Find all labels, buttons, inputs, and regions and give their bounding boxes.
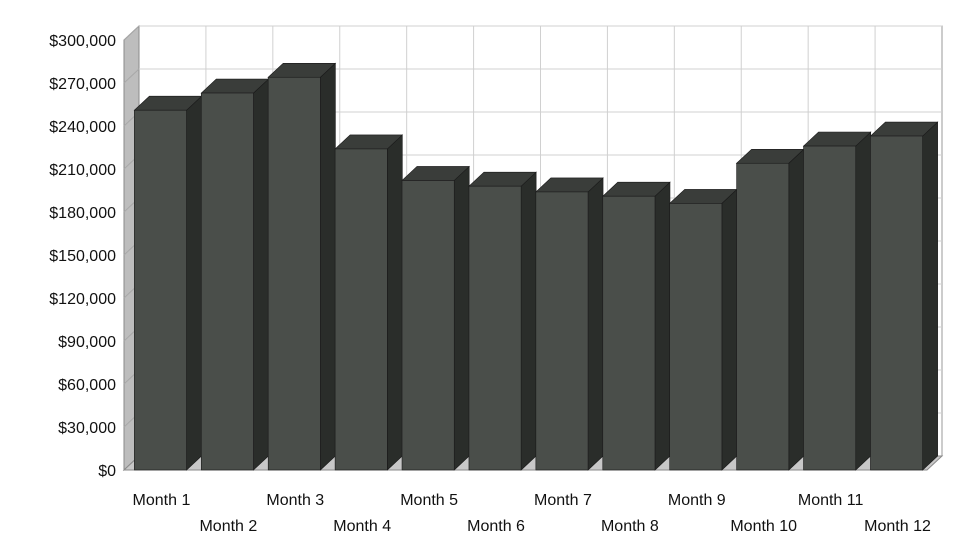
bar-side: [186, 95, 202, 471]
bar: [802, 131, 872, 471]
side-gridline: [123, 25, 140, 41]
x-tick-label: Month 9: [668, 492, 726, 509]
bar: [133, 95, 203, 471]
y-axis: $0 $30,000 $60,000 $90,000 $120,000 $150,000 $…: [49, 33, 116, 480]
y-tick-label: $300,000: [49, 33, 116, 50]
y-tick-label: $120,000: [49, 291, 116, 308]
bar-front: [669, 203, 723, 471]
y-tick-label: $150,000: [49, 248, 116, 265]
x-tick-label: Month 11: [798, 492, 864, 509]
x-tick-label: Month 4: [333, 518, 391, 535]
x-tick-label: Month 5: [400, 492, 458, 509]
x-axis: Month 1 Month 2 Month 3 Month 4 Month 5 Month…: [133, 492, 931, 535]
y-tick-label: $60,000: [58, 377, 116, 394]
bar-front: [736, 162, 790, 471]
bars: [133, 62, 939, 471]
bar: [468, 171, 537, 471]
bar-front: [468, 185, 522, 471]
bar-front: [602, 195, 656, 471]
bar-side: [587, 177, 604, 471]
y-tick-label: $240,000: [49, 119, 116, 136]
bar-front: [200, 92, 254, 471]
x-tick-label: Month 3: [266, 492, 324, 509]
bar-side: [320, 62, 336, 471]
bar: [602, 181, 671, 471]
bar: [535, 177, 604, 471]
bar-side: [654, 181, 671, 471]
side-gridline: [123, 68, 140, 84]
bar-side: [520, 171, 537, 471]
x-tick-label: Month 7: [534, 492, 592, 509]
bar: [334, 134, 404, 471]
x-tick-label: Month 1: [133, 492, 191, 509]
x-tick-label: Month 8: [601, 518, 659, 535]
bar-side: [855, 131, 872, 471]
bar-front: [334, 148, 388, 471]
bar: [267, 62, 337, 471]
bar: [401, 165, 470, 471]
bar-front: [401, 180, 455, 471]
bar-side: [788, 148, 805, 471]
bar-front: [535, 191, 589, 471]
bar-side: [721, 188, 738, 471]
y-tick-label: $90,000: [58, 334, 116, 351]
bar-front: [267, 76, 321, 471]
x-tick-label: Month 2: [199, 518, 257, 535]
y-tick-label: $270,000: [49, 76, 116, 93]
bar-front: [870, 135, 923, 471]
bar-side: [922, 121, 938, 471]
bar-side: [253, 78, 269, 471]
bar: [869, 121, 939, 471]
y-tick-label: $0: [98, 463, 116, 480]
y-tick-label: $180,000: [49, 205, 116, 222]
bar: [735, 148, 805, 471]
y-tick-label: $30,000: [58, 420, 116, 437]
bar-front: [803, 145, 857, 471]
bar: [668, 188, 738, 471]
x-tick-label: Month 6: [467, 518, 525, 535]
bar-side: [453, 165, 470, 471]
x-tick-label: Month 10: [730, 518, 797, 535]
bar-front: [134, 109, 187, 471]
x-tick-label: Month 12: [864, 518, 931, 535]
bar-side: [387, 134, 403, 471]
bar: [200, 78, 270, 471]
y-tick-label: $210,000: [49, 162, 116, 179]
